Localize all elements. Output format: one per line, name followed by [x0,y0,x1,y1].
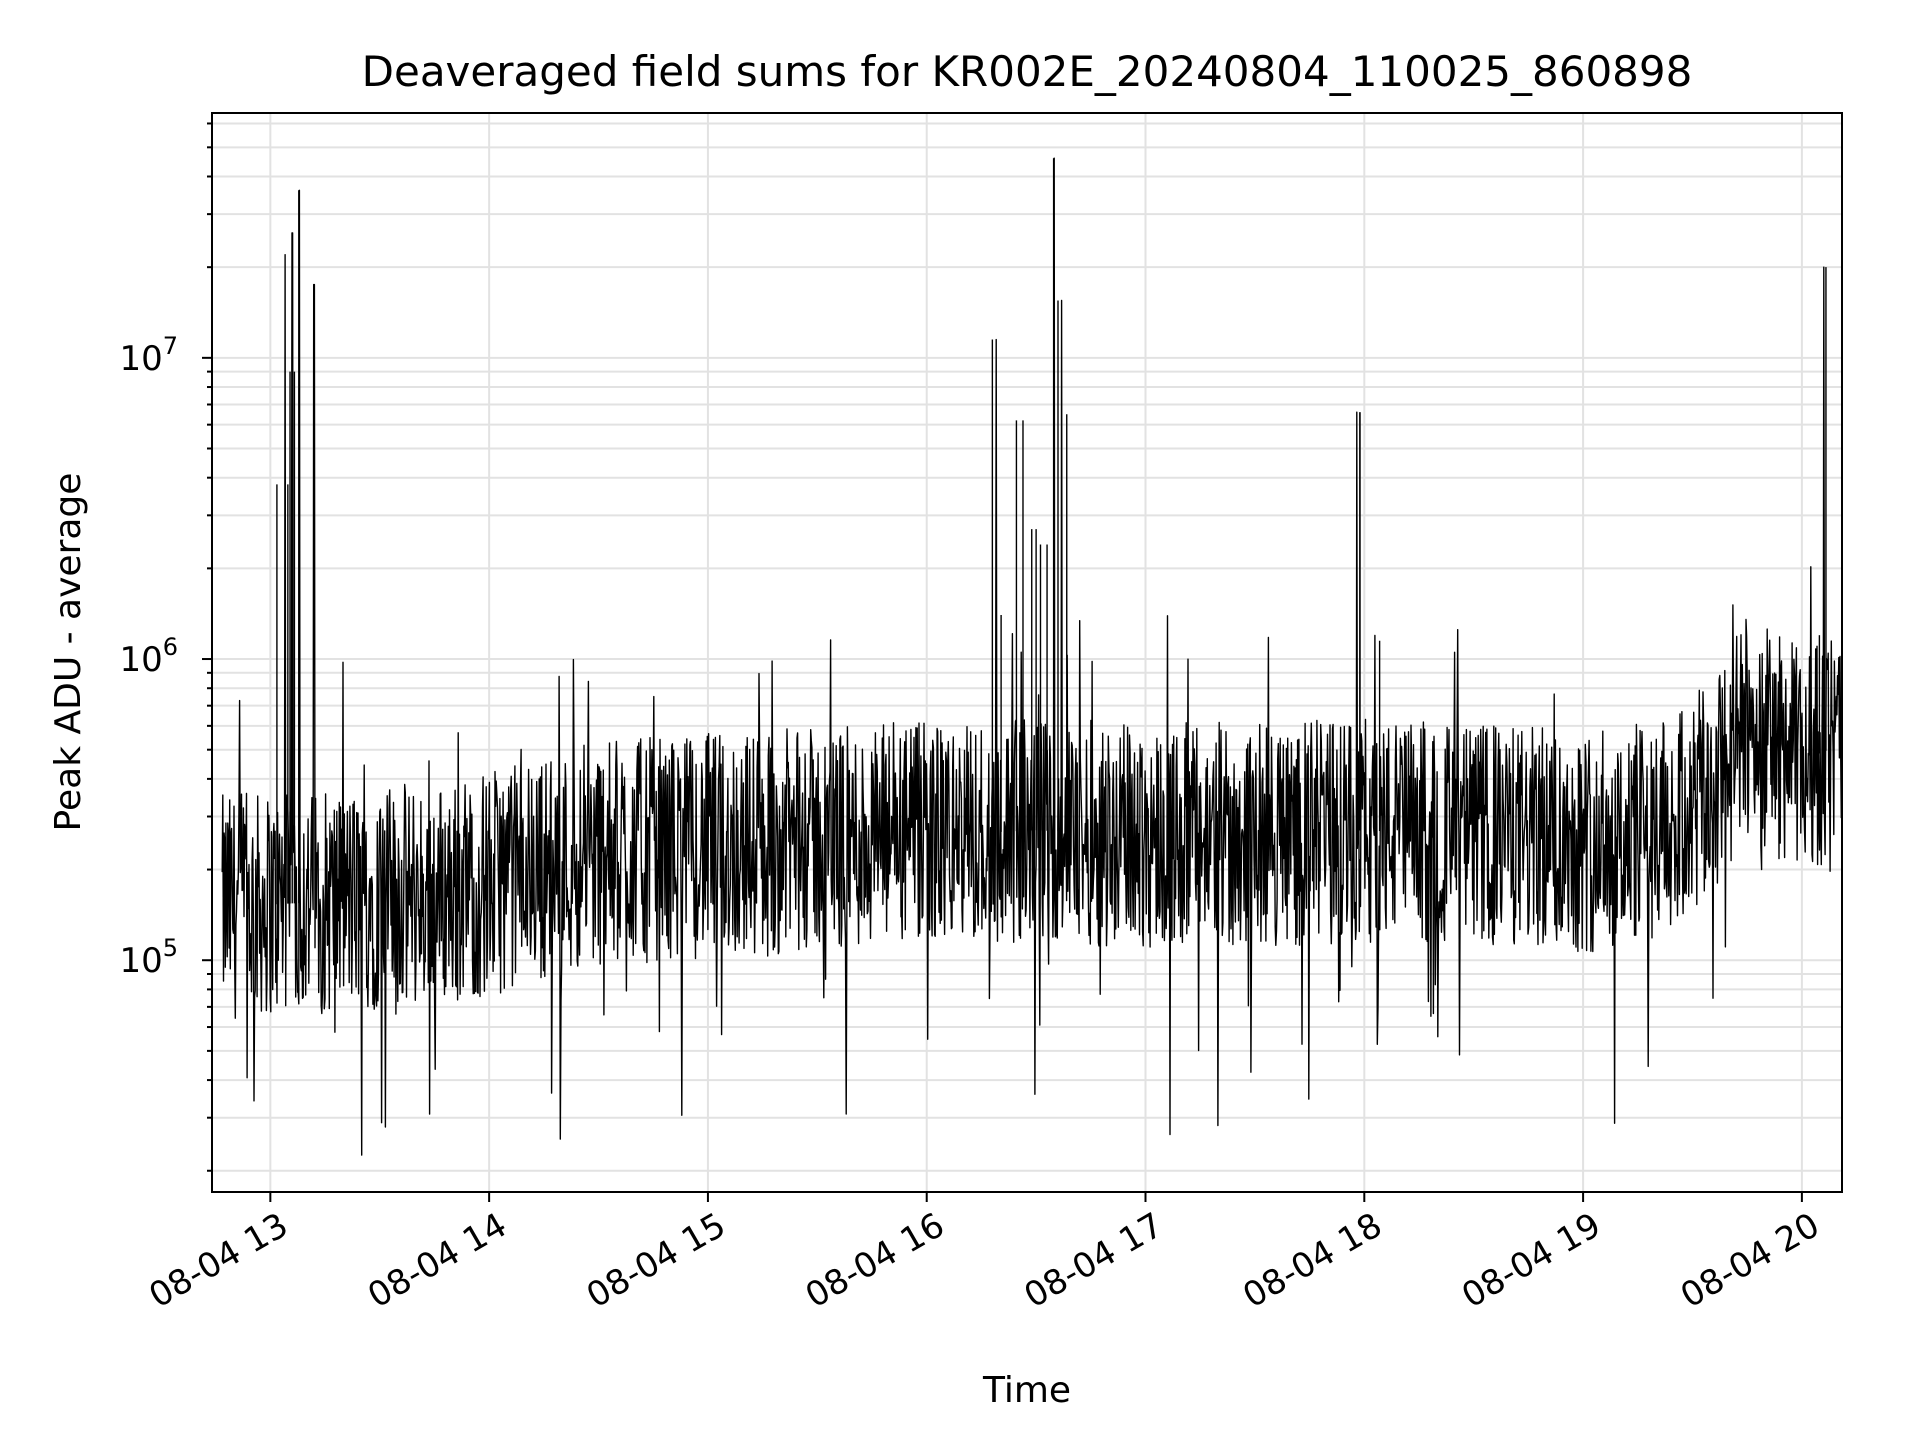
data-layer [221,157,1842,1156]
plot-frame [211,112,1843,1193]
y-tick-label: 105 [119,934,178,981]
y-tick-label: 107 [119,332,178,379]
y-axis-label: Peak ADU - average [48,473,89,832]
chart-title: Deaveraged field sums for KR002E_2024080… [362,47,1693,96]
x-axis-label: Time [982,1370,1071,1411]
y-tick-label: 106 [119,633,178,680]
